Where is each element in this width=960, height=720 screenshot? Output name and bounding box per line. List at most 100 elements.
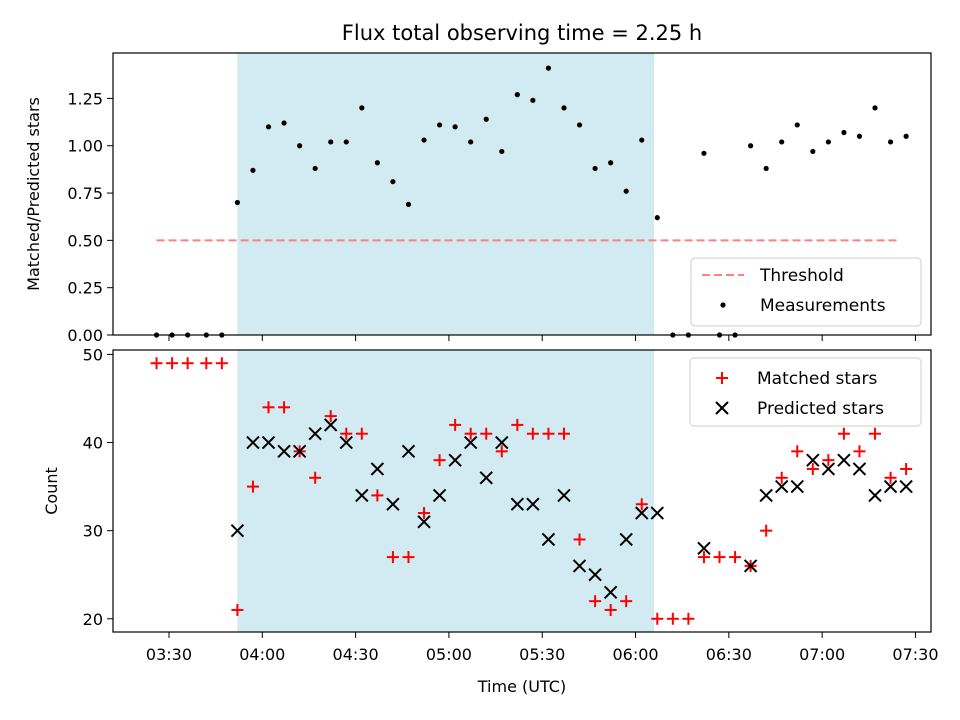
predicted-star-point	[852, 462, 867, 476]
x-tick-label: 04:00	[239, 645, 285, 664]
top-legend-box	[690, 257, 922, 327]
top-legend: Threshold Measurements	[690, 257, 922, 327]
top-panel: 0.00 0.25 0.50 0.75 1.00 1.25 Matched/Predict…	[24, 52, 932, 345]
matched-star-point	[853, 445, 866, 458]
bottom-y-axis-label: Count	[42, 467, 61, 515]
predicted-star-point	[837, 453, 851, 467]
measurement-point	[281, 120, 287, 126]
measurement-point	[374, 160, 380, 166]
x-tick-label: 06:00	[612, 645, 658, 664]
predicted-star-point	[339, 435, 353, 450]
matched-star-point	[526, 427, 539, 440]
measurement-point	[856, 133, 863, 139]
bottom-y-tick-label: 50	[83, 345, 103, 364]
predicted-star-point	[417, 515, 431, 529]
matched-star-point	[682, 612, 695, 625]
measurement-point	[748, 143, 754, 149]
measurement-point	[483, 116, 489, 122]
matched-star-point	[150, 357, 163, 370]
measurement-point	[343, 139, 349, 145]
matched-star-point	[635, 498, 648, 511]
predicted-star-point	[743, 559, 758, 573]
measurement-point	[405, 201, 412, 208]
predicted-star-point	[697, 541, 711, 555]
measurement-point	[328, 139, 334, 145]
matched-star-point	[371, 489, 384, 502]
top-y-tick-label: 1.25	[67, 89, 103, 108]
legend-threshold-label: Threshold	[759, 266, 844, 286]
predicted-star-point	[526, 497, 540, 511]
measurement-point	[561, 105, 567, 111]
matched-star-point	[324, 410, 337, 423]
x-tick-label: 05:30	[519, 645, 565, 664]
matched-star-point	[791, 445, 804, 458]
predicted-star-point	[790, 479, 804, 494]
measurement-point	[623, 188, 629, 194]
predicted-star-point	[806, 453, 820, 467]
x-tick-label: 03:30	[146, 645, 192, 664]
matched-star-point	[651, 612, 664, 625]
matched-star-point	[884, 471, 897, 484]
matched-star-point	[495, 445, 508, 458]
matched-star-point	[666, 612, 679, 625]
measurement-point	[265, 124, 272, 130]
matched-star-point	[402, 551, 415, 564]
top-y-tick-label: 0.75	[67, 184, 103, 203]
matched-star-point	[760, 524, 773, 537]
legend-matched-swatch	[716, 372, 728, 384]
top-y-tick-label: 0.50	[67, 231, 103, 250]
predicted-star-point	[401, 444, 416, 459]
measurement-point	[763, 165, 769, 172]
bottom-y-tick-label: 30	[83, 522, 103, 541]
predicted-star-point	[230, 523, 245, 538]
matched-star-point	[278, 401, 291, 414]
top-axes-frame	[112, 52, 932, 336]
predicted-star-point	[775, 479, 789, 494]
predicted-star-point	[541, 532, 556, 547]
measurement-point	[779, 139, 785, 145]
measurement-point	[903, 133, 909, 139]
matched-star-point	[775, 471, 788, 484]
measurement-point	[421, 137, 427, 143]
measurement-point	[608, 160, 614, 166]
top-y-axis-label: Matched/Predicted stars	[24, 97, 43, 291]
bottom-shaded-interval	[237, 350, 655, 632]
predicted-star-point	[510, 497, 525, 511]
predicted-star-point	[821, 462, 836, 476]
predicted-star-point	[355, 488, 369, 503]
matched-star-point	[837, 427, 850, 440]
matched-star-point	[386, 551, 399, 564]
bottom-x-ticks: 03:30 04:00 04:30 05:00 05:30 06:00 06:30 07:00…	[146, 632, 939, 664]
measurement-point	[452, 124, 458, 130]
predicted-star-point	[277, 444, 291, 459]
measurement-point	[825, 139, 831, 145]
measurement-point	[514, 92, 520, 98]
legend-measurements-swatch	[720, 302, 726, 308]
predicted-star-point	[883, 479, 898, 494]
matched-star-point	[449, 418, 462, 431]
predicted-star-point	[650, 506, 665, 520]
chart-title: Flux total observing time = 2.25 h	[342, 21, 702, 45]
matched-star-point	[713, 551, 726, 564]
matched-star-point	[166, 357, 179, 370]
measurement-point	[297, 143, 303, 149]
bottom-legend-box	[689, 357, 922, 427]
measurement-point	[234, 199, 241, 206]
matched-star-point	[604, 603, 617, 616]
matched-star-point	[246, 480, 259, 493]
matched-star-point	[200, 357, 213, 370]
legend-predicted-label: Predicted stars	[757, 399, 884, 419]
predicted-star-point	[463, 435, 478, 450]
matched-star-point	[340, 427, 353, 440]
predicted-star-point	[308, 427, 322, 441]
measurement-point	[499, 148, 505, 155]
matched-star-point	[542, 427, 555, 440]
matched-star-point	[309, 471, 322, 484]
matched-star-point	[418, 507, 431, 520]
predicted-star-point	[495, 435, 509, 450]
predicted-star-point	[261, 435, 276, 450]
measurement-point	[592, 165, 598, 172]
bottom-y-ticks: 20 30 40 50	[83, 345, 113, 629]
matched-star-point	[620, 595, 633, 608]
